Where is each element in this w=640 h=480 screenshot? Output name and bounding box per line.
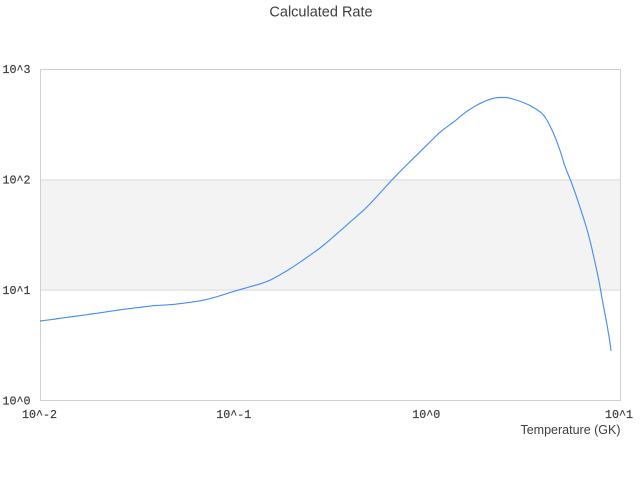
svg-text:10^2: 10^2 — [2, 174, 30, 188]
svg-text:Temperature (GK): Temperature (GK) — [520, 423, 620, 437]
svg-text:10^1: 10^1 — [2, 284, 30, 298]
svg-text:10^0: 10^0 — [412, 408, 440, 422]
svg-text:Calculated Rate: Calculated Rate — [269, 5, 372, 21]
svg-text:10^-1: 10^-1 — [216, 408, 251, 422]
svg-text:10^3: 10^3 — [2, 63, 30, 77]
svg-text:10^0: 10^0 — [2, 394, 30, 408]
svg-text:10^1: 10^1 — [605, 408, 633, 422]
svg-text:10^-2: 10^-2 — [22, 408, 57, 422]
